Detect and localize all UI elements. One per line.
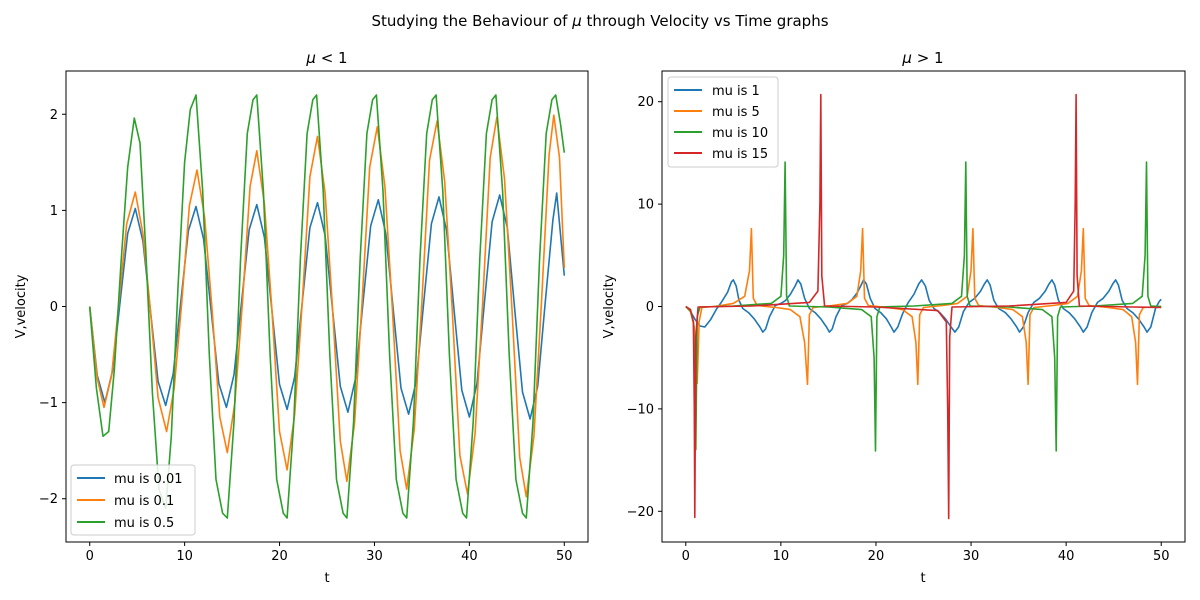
y-tick-label: 20 <box>637 95 654 110</box>
chart-title-mu-symbol: μ <box>305 49 316 67</box>
x-axis-label: t <box>920 571 925 586</box>
y-tick-label: −10 <box>627 402 654 417</box>
chart-title-text: < 1 <box>316 49 348 67</box>
legend-label-mu-0.1: mu is 0.1 <box>114 494 174 509</box>
series-line-mu-is-0.1 <box>88 114 566 498</box>
x-tick-label: 50 <box>556 549 573 564</box>
x-tick-label: 10 <box>176 549 193 564</box>
plot-area-frame <box>661 70 1186 543</box>
plot-area-frame <box>65 70 589 543</box>
x-tick-label: 30 <box>366 549 383 564</box>
series-line-mu-is-15 <box>685 93 1162 520</box>
x-tick-label: 40 <box>1058 549 1075 564</box>
legend: mu is 1 mu is 5 mu is 10 mu is 15 <box>667 76 779 168</box>
axis-ticks: 0 10 20 30 40 50 −2 −1 0 1 2 <box>39 108 573 564</box>
suptitle-part-2: through Velocity vs Time graphs <box>582 12 829 30</box>
axis-ticks: 0 10 20 30 40 50 −20 −10 0 10 20 <box>627 95 1170 564</box>
y-tick-label: −2 <box>39 492 58 507</box>
legend: mu is 0.01 mu is 0.1 mu is 0.5 <box>70 464 196 536</box>
legend-label-mu-1: mu is 1 <box>712 84 760 99</box>
x-tick-label: 30 <box>963 549 980 564</box>
series-lines <box>88 94 566 519</box>
x-axis-label: t <box>324 571 329 586</box>
chart-title: μ < 1 <box>305 49 347 67</box>
y-tick-label: 10 <box>637 198 654 213</box>
y-tick-label: 1 <box>50 204 58 219</box>
chart-title-mu-symbol: μ <box>901 49 912 67</box>
chart-panel-mu-greater-than-1: μ > 1 0 10 20 30 40 50 −20 −10 0 10 20 t V,velocit… <box>602 49 1186 586</box>
x-tick-label: 10 <box>773 549 790 564</box>
y-axis-label: V,velocity <box>14 274 29 338</box>
series-line-mu-is-1 <box>685 279 1162 333</box>
chart-panel-mu-less-than-1: μ < 1 0 10 20 30 40 50 −2 −1 0 1 2 t V,velocity mu… <box>14 49 589 586</box>
figure-suptitle: Studying the Behaviour of μ through Velo… <box>371 12 828 30</box>
x-tick-label: 0 <box>682 549 690 564</box>
series-line-mu-is-0.01 <box>88 192 566 420</box>
y-tick-label: 0 <box>50 300 58 315</box>
x-tick-label: 40 <box>461 549 478 564</box>
legend-frame <box>70 464 196 536</box>
y-tick-label: 0 <box>646 300 654 315</box>
legend-label-mu-0.01: mu is 0.01 <box>114 472 183 487</box>
suptitle-mu-symbol: μ <box>571 12 582 30</box>
x-tick-label: 50 <box>1153 549 1170 564</box>
legend-label-mu-0.5: mu is 0.5 <box>114 516 174 531</box>
x-tick-label: 20 <box>868 549 885 564</box>
legend-label-mu-10: mu is 10 <box>712 126 768 141</box>
x-tick-label: 20 <box>271 549 288 564</box>
y-tick-label: −1 <box>39 396 58 411</box>
suptitle-part-1: Studying the Behaviour of <box>371 12 572 30</box>
series-line-mu-is-5 <box>685 227 1162 386</box>
y-tick-label: 2 <box>50 108 58 123</box>
chart-title: μ > 1 <box>901 49 943 67</box>
legend-label-mu-5: mu is 5 <box>712 105 760 120</box>
y-tick-label: −20 <box>627 505 654 520</box>
legend-label-mu-15: mu is 15 <box>712 147 768 162</box>
chart-title-text: > 1 <box>912 49 944 67</box>
legend-frame <box>667 76 779 168</box>
x-tick-label: 0 <box>86 549 94 564</box>
y-axis-label: V,velocity <box>602 274 617 338</box>
series-lines <box>685 93 1162 520</box>
series-line-mu-is-0.5 <box>88 94 566 519</box>
